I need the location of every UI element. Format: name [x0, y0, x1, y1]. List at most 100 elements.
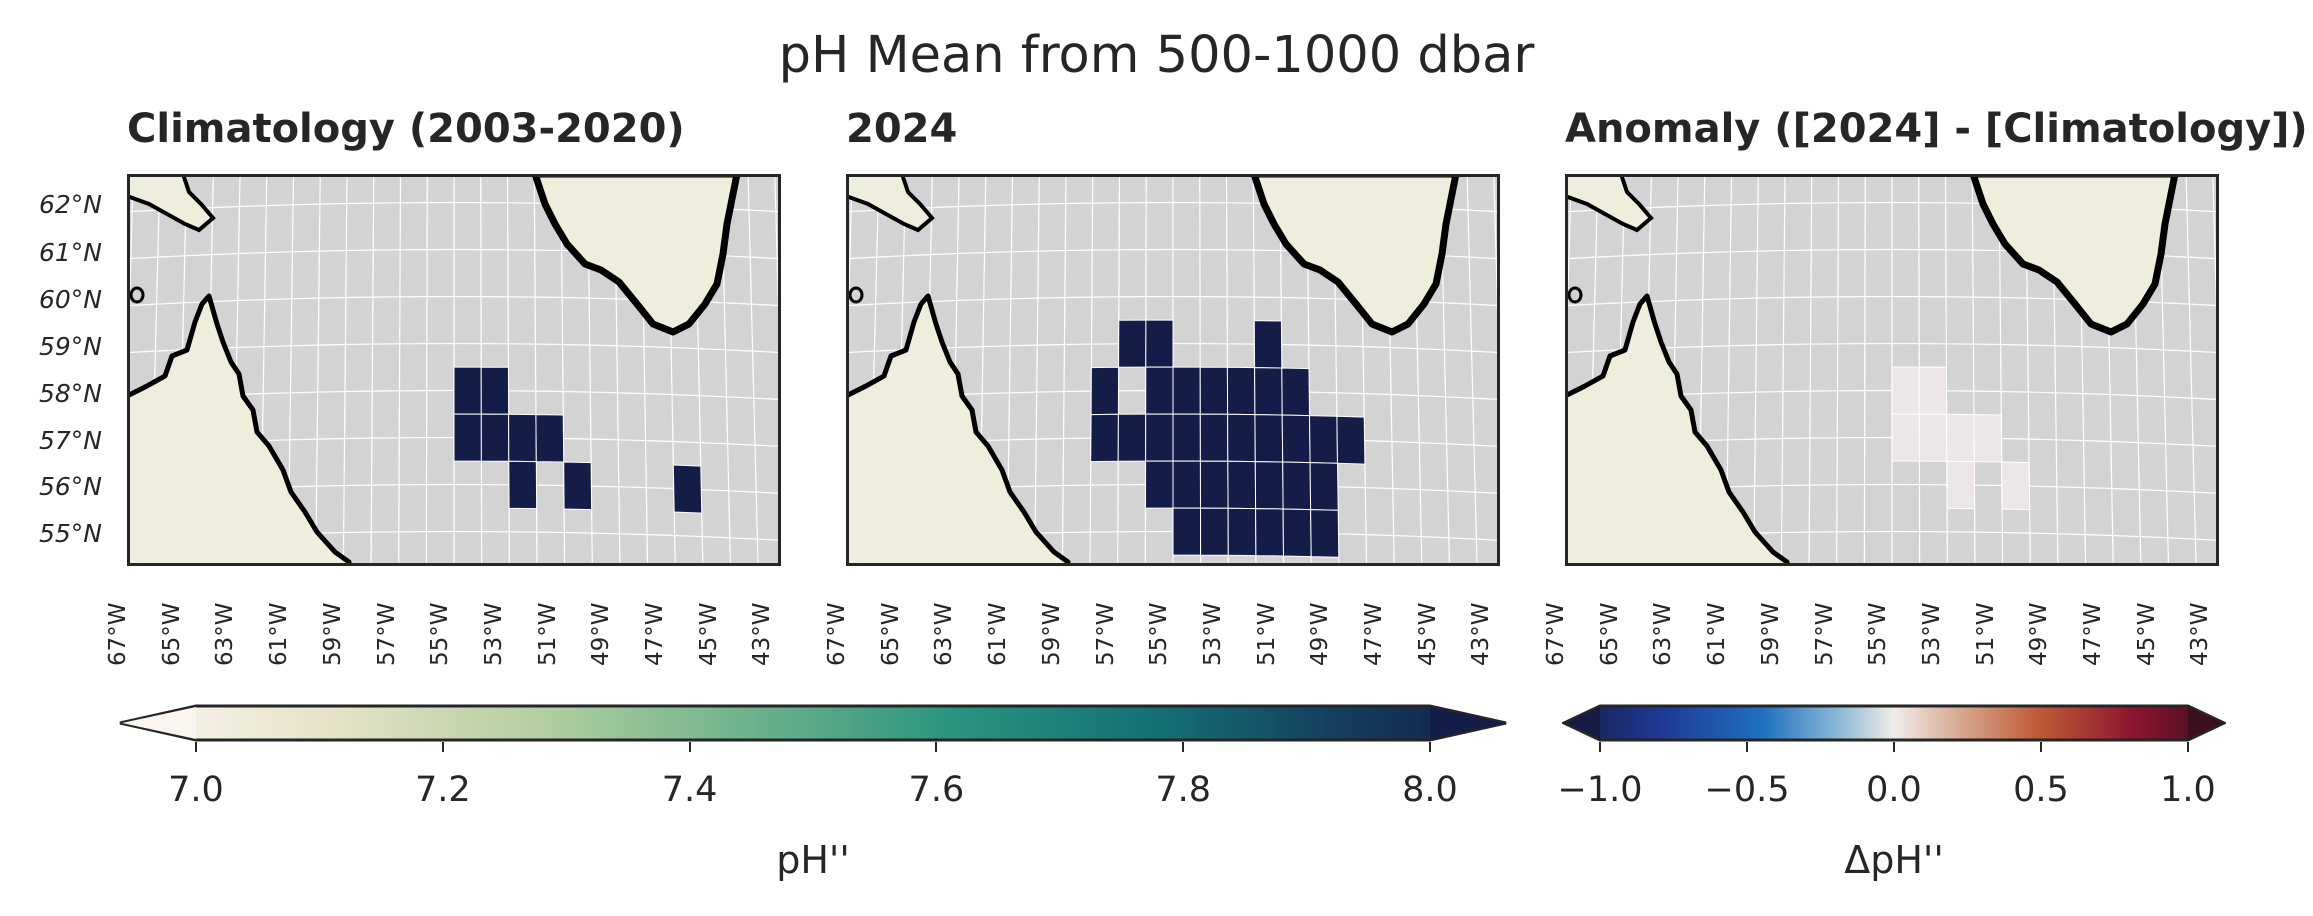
data-cell — [1144, 460, 1174, 509]
panel-title-2024: 2024 — [846, 106, 958, 152]
data-cell — [1172, 507, 1202, 556]
meridian-line — [370, 174, 375, 566]
lon-label: 51°W — [1972, 602, 1999, 666]
data-cell — [1254, 367, 1283, 416]
colorbar-tick-mark — [195, 742, 197, 752]
map-frame — [127, 174, 781, 566]
data-cell — [672, 464, 703, 514]
colorbar-tick-label: 7.2 — [414, 770, 471, 810]
meridian-line — [1863, 174, 1866, 566]
data-cell — [1891, 366, 1920, 415]
lon-label: 59°W — [1038, 602, 1065, 666]
data-cell — [1172, 413, 1201, 462]
colorbar-tick-label: 7.8 — [1155, 770, 1212, 810]
data-cell — [1090, 413, 1119, 463]
data-cell — [1946, 413, 1975, 463]
data-cell — [1227, 507, 1257, 557]
data-cell — [508, 413, 537, 463]
labrador-landmass — [1565, 293, 1790, 566]
lon-label: 61°W — [1704, 602, 1731, 666]
meridian-line — [1836, 174, 1840, 566]
colorbar-tick-label: 7.4 — [661, 770, 718, 810]
lon-label: 57°W — [1092, 602, 1119, 666]
lon-label: 53°W — [1199, 602, 1226, 666]
data-cell — [1309, 462, 1339, 511]
parallel-line — [1565, 295, 2219, 307]
lon-label: 45°W — [695, 602, 722, 666]
lon-label: 59°W — [1757, 602, 1784, 666]
lon-label: 65°W — [877, 602, 904, 666]
data-cell — [1090, 366, 1120, 416]
data-cell — [1172, 460, 1202, 509]
data-cell — [563, 461, 593, 511]
data-cell — [1199, 460, 1229, 509]
lon-label: 67°W — [824, 602, 850, 666]
lon-label: 59°W — [319, 602, 346, 666]
lon-label: 47°W — [2080, 602, 2106, 666]
map-panel-anomaly — [1565, 174, 2219, 566]
lat-label: 57°N — [38, 426, 102, 455]
lon-label: 63°W — [1650, 602, 1677, 666]
map-panel-climatology — [127, 174, 781, 566]
lon-label: 55°W — [1146, 602, 1173, 666]
colorbar-tick-mark — [1893, 742, 1895, 752]
data-cell — [453, 366, 482, 415]
colorbar-tick-label: 0.0 — [1866, 770, 1922, 810]
colorbar-tick-mark — [935, 742, 938, 752]
data-cell — [2001, 461, 2031, 511]
lon-label: 67°W — [105, 602, 131, 666]
baffin-landmass — [127, 174, 216, 233]
data-cell — [1281, 367, 1311, 417]
data-cell — [1145, 319, 1174, 368]
meridian-line — [425, 174, 428, 566]
map-climatology — [127, 174, 781, 566]
colorbar-tick-label: 0.5 — [2013, 770, 2069, 810]
lon-label: 43°W — [2187, 602, 2214, 666]
colorbar-anomaly-bar — [1560, 704, 2228, 742]
meridian-line — [1466, 174, 1478, 566]
colorbar-tick-label: 7.0 — [168, 770, 224, 810]
colorbar-tick-label: 7.6 — [908, 770, 965, 810]
data-cell — [1227, 413, 1256, 463]
meridian-line — [1808, 174, 1813, 566]
data-cell — [1118, 319, 1147, 368]
data-cell — [1117, 413, 1147, 462]
lon-label: 53°W — [480, 602, 507, 666]
lat-label: 59°N — [38, 332, 102, 361]
lon-label: 61°W — [266, 602, 293, 666]
greenland-landmass — [531, 174, 741, 336]
lon-label: 65°W — [158, 602, 185, 666]
lon-label: 47°W — [1361, 602, 1387, 666]
lat-label: 60°N — [38, 285, 102, 314]
meridian-line — [747, 174, 759, 566]
labrador-landmass — [127, 293, 352, 566]
meridian-line — [1780, 174, 1786, 566]
data-cell — [1254, 414, 1284, 463]
map-frame — [846, 174, 1500, 566]
lon-label: 45°W — [2133, 602, 2160, 666]
colorbar-tick-label: 8.0 — [1402, 770, 1458, 810]
lon-label: 55°W — [1865, 602, 1892, 666]
meridian-line — [342, 174, 348, 566]
data-cell — [1308, 415, 1339, 464]
lon-label: 63°W — [212, 602, 239, 666]
map-2024 — [846, 174, 1500, 566]
panel-title-climatology: Climatology (2003-2020) — [127, 106, 685, 152]
lon-label: 49°W — [588, 602, 615, 666]
data-cell — [1145, 366, 1174, 415]
data-cell — [480, 413, 510, 462]
data-cell — [508, 460, 538, 510]
data-cell — [1918, 366, 1948, 415]
lat-label: 58°N — [38, 379, 102, 408]
colorbar-tick-mark — [2040, 742, 2042, 752]
lat-label: 61°N — [38, 238, 102, 267]
data-cell — [1199, 366, 1229, 415]
lat-label: 56°N — [38, 472, 102, 501]
greenland-landmass — [1250, 174, 1460, 336]
colorbar-tick-mark — [2187, 742, 2189, 752]
colorbar-ph — [118, 704, 1508, 742]
lon-label: 53°W — [1918, 602, 1945, 666]
data-cell — [1310, 509, 1340, 558]
colorbar-anomaly-label: ΔpH'' — [1844, 838, 1944, 882]
data-cell — [1281, 414, 1311, 464]
